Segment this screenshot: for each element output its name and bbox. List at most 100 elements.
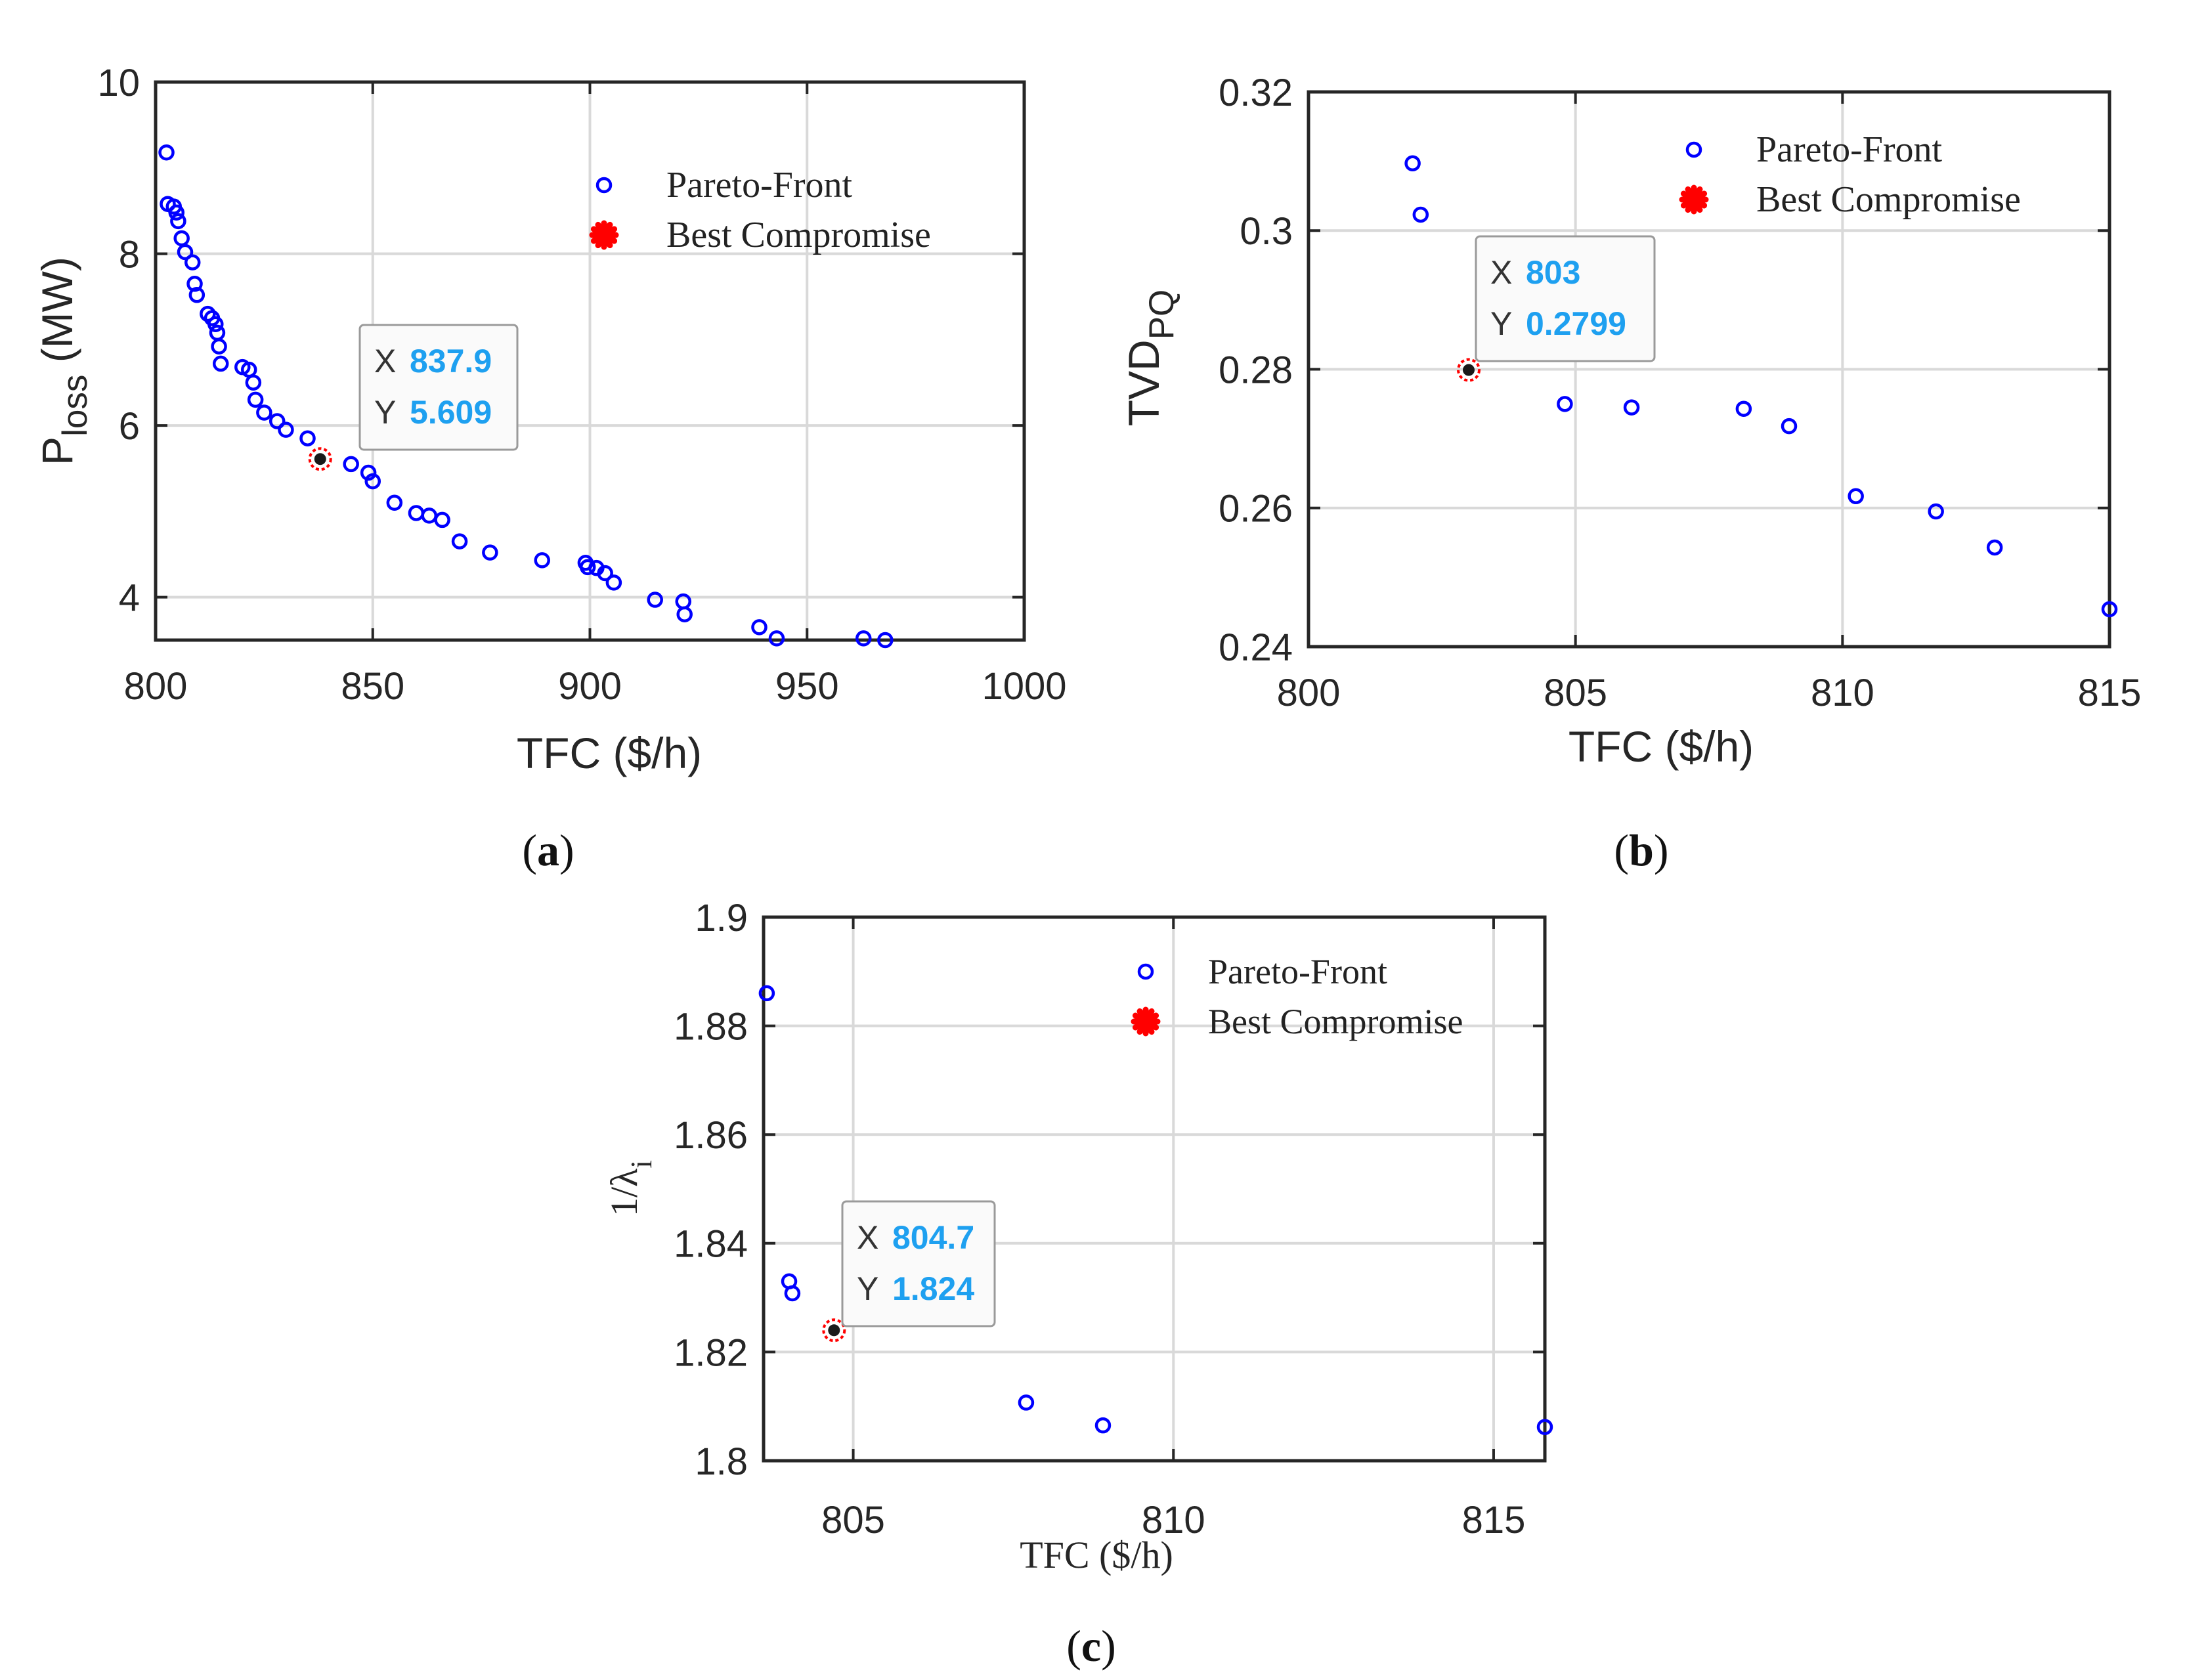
x-tick-label: 810: [1142, 1499, 1205, 1541]
pareto-point: [676, 606, 693, 623]
y-tick-label: 1.86: [674, 1114, 748, 1157]
legend-best-label: Best Compromise: [1756, 179, 2021, 220]
legend-pareto-marker: [1685, 141, 1702, 158]
y-tick-label: 6: [119, 405, 140, 448]
datatip-x-value: 837.9: [410, 343, 492, 379]
datatip-x-value: 804.7: [892, 1219, 974, 1256]
legend-pareto-marker: [595, 177, 613, 194]
pareto-point: [360, 464, 377, 481]
datatip-box: [841, 1200, 996, 1327]
panel-caption-open: (: [1066, 1621, 1081, 1671]
pareto-point: [299, 430, 316, 446]
pareto-point: [278, 421, 294, 438]
x-tick-label: 950: [775, 665, 839, 708]
datatip-y-key: Y: [857, 1270, 878, 1307]
y-axis-label-main: TVD: [1119, 339, 1168, 426]
pareto-point: [364, 473, 381, 490]
x-tick-label: 800: [1277, 672, 1341, 714]
pareto-point: [207, 316, 224, 333]
datatip-marker: [828, 1324, 840, 1337]
pareto-point: [751, 619, 768, 635]
pareto-point: [184, 254, 201, 270]
pareto-point: [158, 144, 175, 161]
panel-caption: (a): [522, 825, 574, 875]
pareto-point: [343, 456, 359, 473]
pareto-point: [168, 204, 185, 221]
panel-caption-open: (: [522, 825, 537, 875]
pareto-point: [1848, 488, 1864, 505]
pareto-point: [188, 287, 206, 303]
y-tick-label: 1.8: [695, 1440, 748, 1483]
pareto-point: [1094, 1417, 1112, 1434]
y-axis-label-unit: (MW): [33, 257, 81, 375]
pareto-point: [597, 565, 613, 582]
legend-best-label: Best Compromise: [666, 215, 931, 255]
pareto-point: [877, 632, 894, 649]
y-tick-label: 1.9: [695, 897, 748, 939]
y-tick-label: 0.26: [1219, 488, 1293, 530]
pareto-point: [269, 413, 286, 429]
pareto-point: [579, 559, 596, 576]
x-tick-label: 900: [558, 665, 622, 708]
pareto-point: [1623, 399, 1640, 416]
datatip-marker: [1463, 364, 1475, 376]
pareto-point: [177, 244, 194, 261]
pareto-point: [758, 985, 775, 1002]
y-axis-label: Ploss (MW): [33, 257, 95, 465]
panel-caption-open: (: [1614, 825, 1629, 875]
panel-caption-letter: b: [1629, 825, 1654, 875]
datatip-box: [1475, 235, 1656, 362]
y-axis-label: 1/λi: [603, 1160, 658, 1217]
chart-panel-b: 800 805 810 815 0.24 0.26 0.28 0.3 0.32 TFC ($/h)…: [1119, 72, 2141, 875]
legend-pareto-label: Pareto-Front: [1208, 952, 1387, 991]
x-tick-label: 805: [1544, 672, 1607, 714]
pareto-point: [247, 391, 264, 408]
y-axis-label-subscript: PQ: [1142, 290, 1181, 340]
pareto-point: [768, 630, 785, 647]
axes-box: [762, 915, 1547, 1463]
datatip-x-key: X: [374, 343, 396, 379]
datatip-y-key: Y: [1490, 305, 1512, 342]
pareto-point: [170, 213, 186, 230]
panel-caption-close: ): [1101, 1621, 1116, 1671]
star-ray: [590, 226, 618, 244]
y-tick-label: 0.28: [1219, 349, 1293, 391]
pareto-point: [434, 511, 450, 528]
y-tick-label: 1.88: [674, 1005, 748, 1048]
panel-caption-letter: c: [1081, 1621, 1101, 1671]
pareto-point: [1781, 418, 1798, 435]
x-tick-label: 800: [124, 665, 188, 708]
legend-best-marker: [589, 220, 619, 250]
y-tick-label: 0.3: [1240, 210, 1293, 253]
y-axis-label-main: P: [33, 437, 81, 465]
pareto-point: [1536, 1419, 1553, 1435]
y-tick-label: 8: [119, 233, 140, 276]
datatip-marker: [314, 453, 326, 465]
datatip-y-key: Y: [374, 394, 396, 431]
legend-pareto-label: Pareto-Front: [1756, 129, 1943, 170]
pareto-point: [186, 276, 203, 292]
pareto-point: [1928, 503, 1944, 520]
star-ray: [1132, 1012, 1159, 1031]
x-tick-label: 805: [821, 1499, 885, 1541]
x-axis-label: TFC ($/h): [1020, 1534, 1173, 1576]
pareto-point: [1018, 1394, 1035, 1411]
legend-best-label: Best Compromise: [1208, 1002, 1463, 1041]
pareto-point: [386, 494, 403, 511]
pareto-point: [256, 404, 272, 421]
y-axis-label-main: 1/λ: [603, 1169, 645, 1217]
pareto-point: [212, 355, 229, 372]
pareto-point: [1986, 539, 2003, 556]
y-tick-label: 0.24: [1219, 626, 1293, 669]
pareto-point: [1557, 396, 1573, 412]
pareto-point: [855, 630, 872, 647]
y-axis-label: TVDPQ: [1119, 290, 1181, 427]
datatip-x-key: X: [857, 1219, 878, 1256]
pareto-point: [245, 374, 262, 391]
pareto-point: [784, 1285, 801, 1302]
datatip-y-value: 1.824: [892, 1270, 974, 1307]
panel-caption-close: ): [1654, 825, 1669, 875]
y-axis-label-subscript: i: [624, 1160, 658, 1169]
